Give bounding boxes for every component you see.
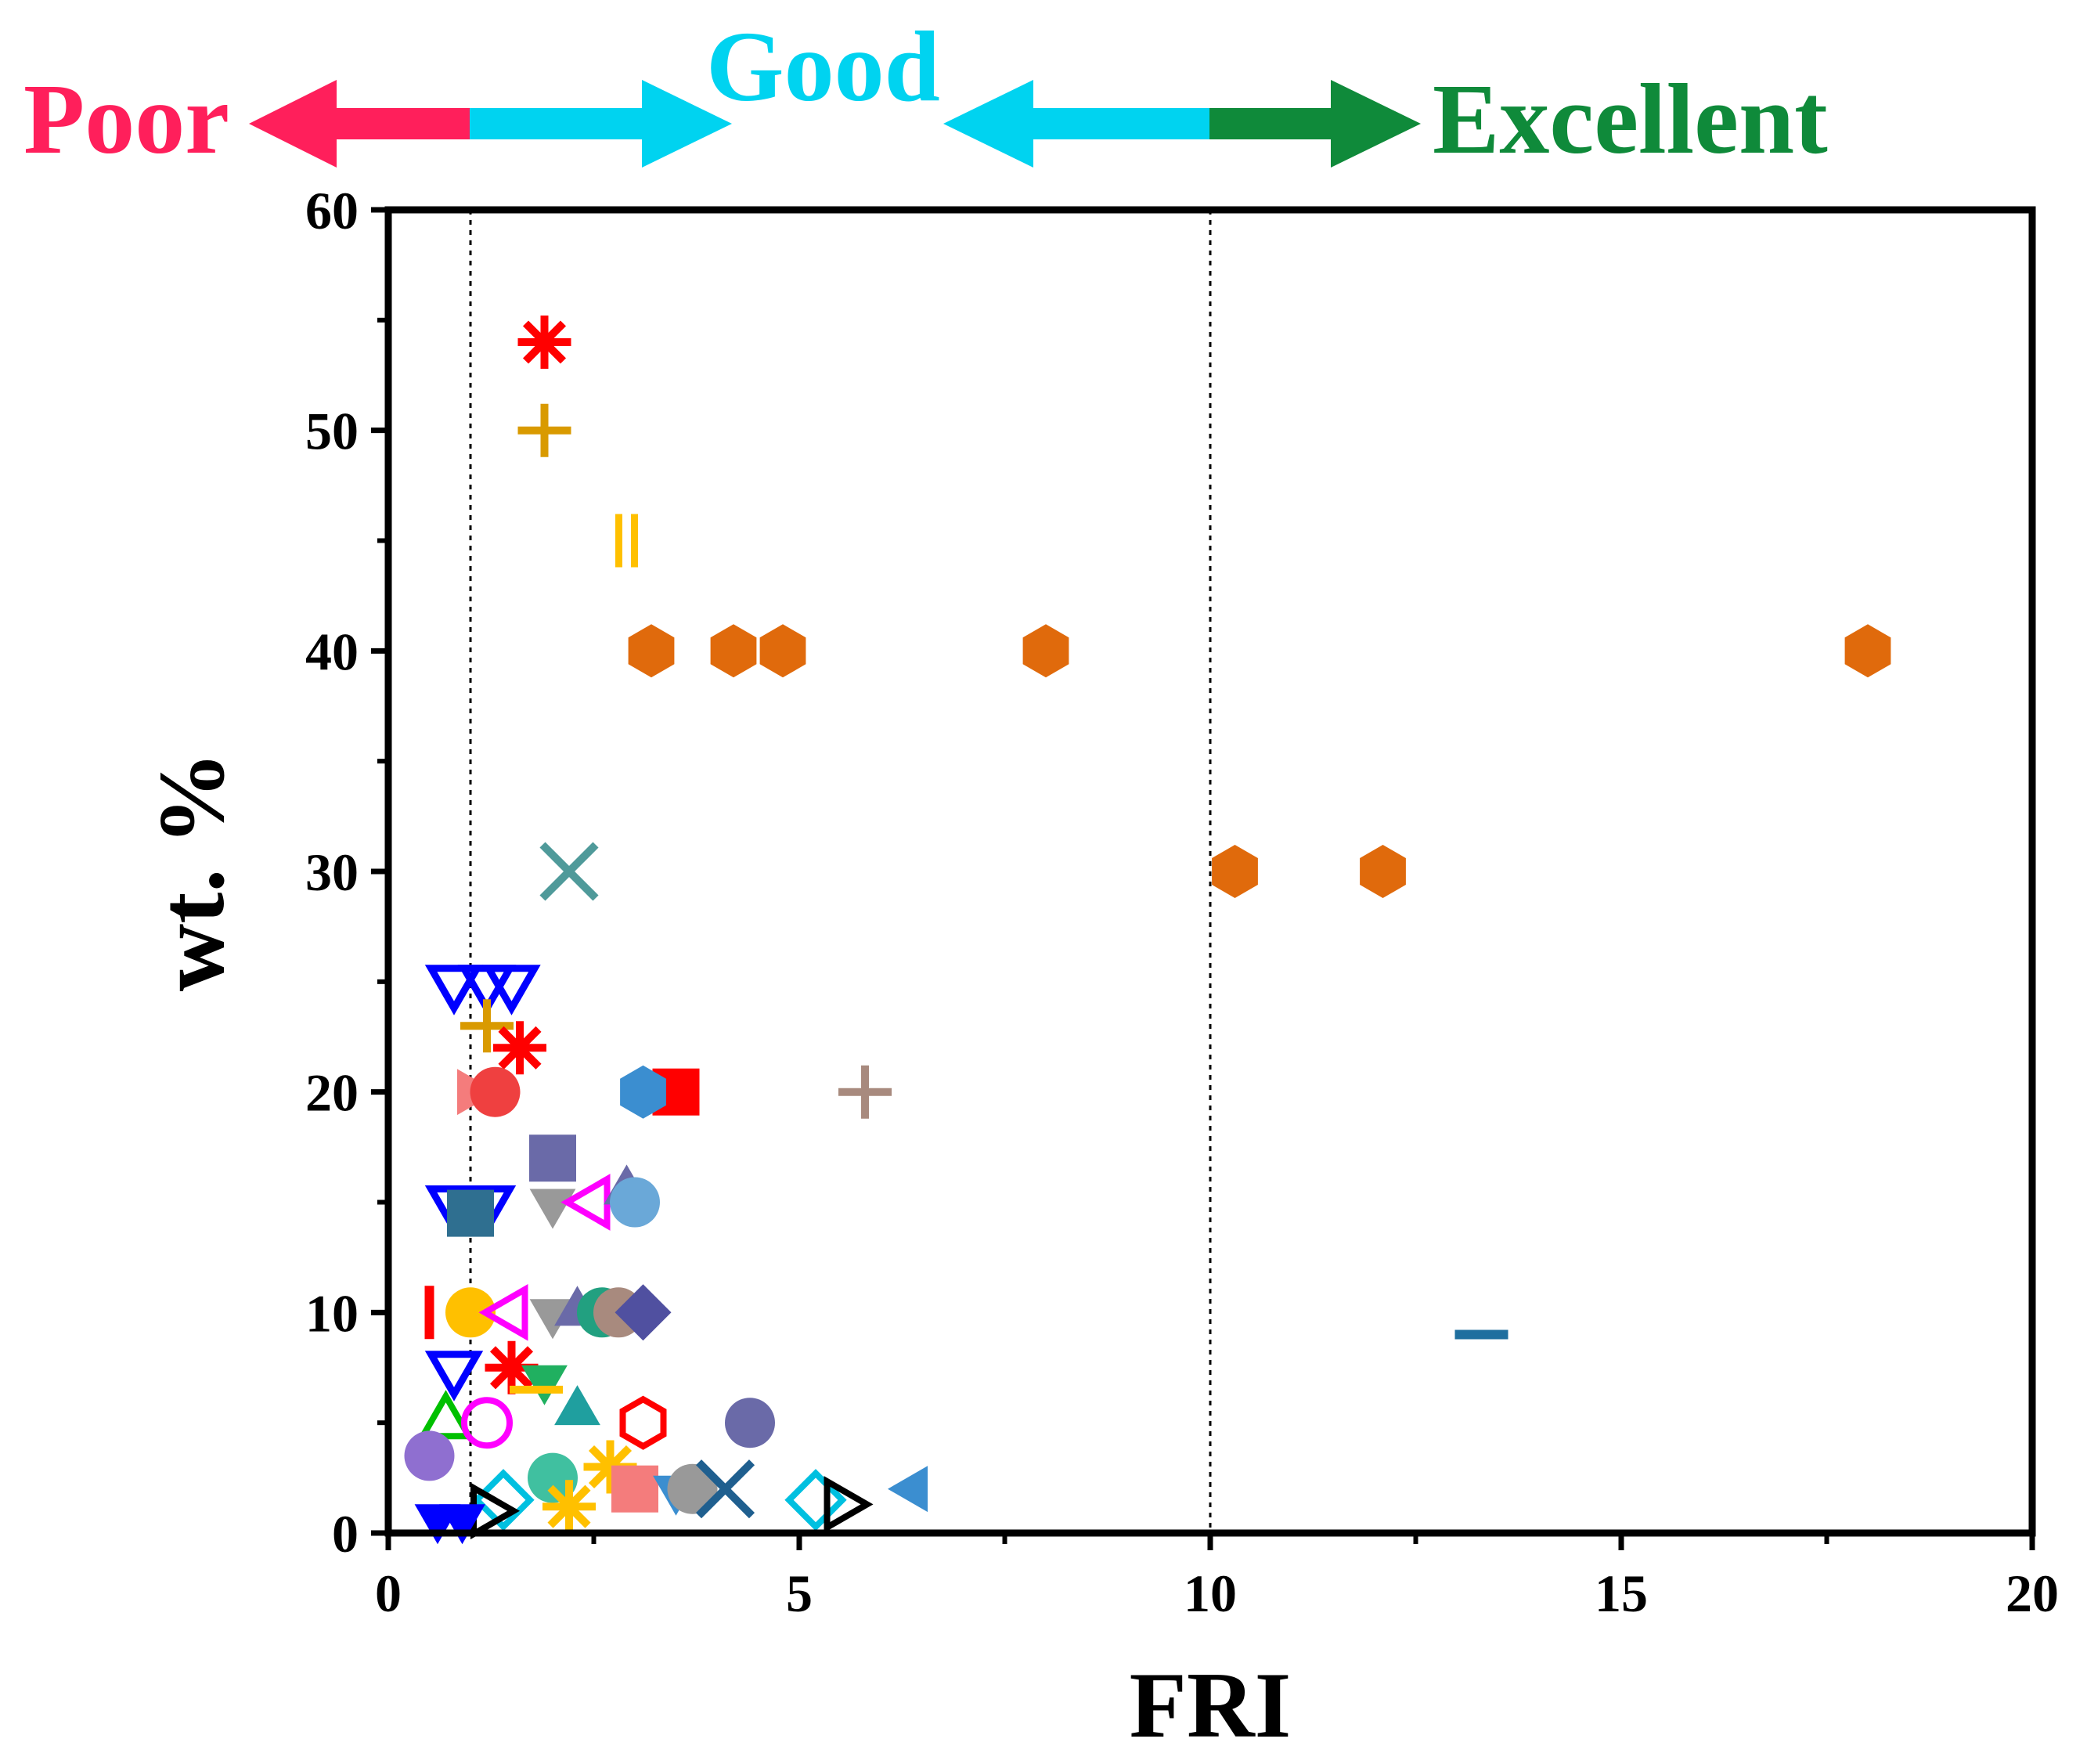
data-point <box>460 999 514 1053</box>
data-point <box>615 514 638 568</box>
y-tick-label: 0 <box>332 1504 359 1564</box>
data-point <box>482 965 541 1015</box>
y-axis-ticks: 0 10 20 30 40 50 60 <box>305 181 388 1564</box>
data-point <box>554 1385 600 1426</box>
y-tick-label: 50 <box>305 402 359 461</box>
data-point <box>888 1466 928 1513</box>
data-point <box>529 1189 576 1229</box>
data-point <box>759 624 806 678</box>
data-point <box>1022 624 1069 678</box>
reference-lines <box>469 210 1212 1533</box>
x-tick-label: 5 <box>786 1564 813 1623</box>
x-tick-label: 15 <box>1595 1564 1648 1623</box>
x-axis-ticks: 0 5 10 15 20 <box>375 1533 2059 1623</box>
data-points <box>404 316 1891 1545</box>
data-point <box>470 1066 521 1117</box>
data-point <box>424 1351 484 1401</box>
y-axis-title: wt. % <box>139 752 243 992</box>
y-tick-label: 40 <box>305 622 359 681</box>
y-tick-label: 60 <box>305 181 359 240</box>
region-label-excellent: Excellent <box>1433 63 1828 175</box>
data-point <box>417 1390 474 1440</box>
y-tick-label: 20 <box>305 1063 359 1123</box>
x-tick-label: 0 <box>375 1564 402 1623</box>
region-label-poor: Poor <box>23 63 229 175</box>
y-tick-label: 10 <box>305 1283 359 1343</box>
data-point <box>485 1340 539 1394</box>
plot-area: 0 5 10 15 20 0 10 20 30 40 50 60 <box>305 181 2059 1623</box>
data-point <box>628 624 675 678</box>
data-point <box>710 624 757 678</box>
region-label-good: Good <box>706 11 940 122</box>
data-point <box>493 1021 546 1075</box>
data-point <box>445 1287 496 1338</box>
data-point <box>667 1463 718 1514</box>
quality-scale: Poor Good Excellent <box>23 11 1828 175</box>
data-point <box>521 1365 568 1405</box>
data-point <box>620 1065 666 1119</box>
data-point <box>695 1459 755 1519</box>
arrow-left-poor <box>249 80 470 168</box>
data-point <box>461 1397 513 1449</box>
data-point <box>838 1065 892 1119</box>
data-point <box>560 1174 611 1231</box>
data-point <box>1212 845 1258 898</box>
data-point <box>447 1189 494 1237</box>
arrow-right-excellent <box>1209 80 1421 168</box>
data-point <box>619 1395 667 1450</box>
data-point <box>611 1465 658 1513</box>
data-point <box>1844 624 1891 678</box>
y-tick-label: 30 <box>305 842 359 902</box>
data-point <box>517 403 571 457</box>
data-point <box>725 1398 775 1448</box>
x-tick-label: 20 <box>2006 1564 2059 1623</box>
data-point <box>784 1469 847 1531</box>
data-point <box>478 1283 528 1341</box>
x-tick-label: 10 <box>1184 1564 1237 1623</box>
data-point <box>1360 845 1406 898</box>
data-point <box>542 1480 596 1534</box>
data-point <box>529 1135 576 1182</box>
x-axis-title: FRI <box>1130 1653 1292 1757</box>
data-point <box>824 1476 874 1533</box>
data-point <box>439 1504 485 1545</box>
data-point <box>424 965 484 1015</box>
data-point <box>539 842 599 901</box>
data-point <box>615 1284 672 1341</box>
arrow-right-good <box>470 80 732 168</box>
data-point <box>404 1430 455 1481</box>
arrow-left-good <box>943 80 1209 168</box>
data-point <box>517 316 571 369</box>
data-point <box>610 1177 660 1228</box>
